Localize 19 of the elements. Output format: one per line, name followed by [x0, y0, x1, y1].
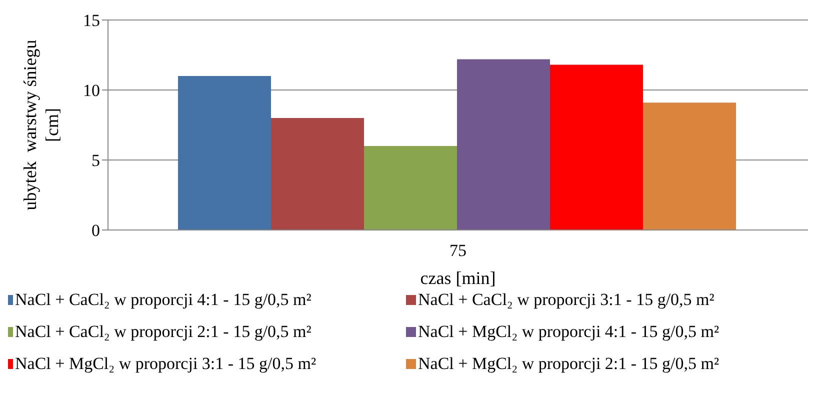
y-tick-label: 5 [92, 151, 100, 170]
bar [643, 102, 736, 230]
legend-label: NaCl + CaCl₂ w proporcji 2:1 - 15 g/0,5 m² [15, 322, 312, 342]
legend-label: NaCl + MgCl₂ w proporcji 2:1 - 15 g/0,5 m² [418, 354, 720, 374]
legend-label: NaCl + CaCl₂ w proporcji 3:1 - 15 g/0,5 m² [418, 290, 714, 310]
y-tick-label: 10 [83, 81, 100, 100]
bar [550, 64, 643, 230]
x-axis-title: czas [min] [420, 268, 496, 288]
bar [457, 59, 550, 230]
legend-label: NaCl + MgCl₂ w proporcji 3:1 - 15 g/0,5 m² [15, 354, 316, 374]
bar [271, 118, 364, 230]
bar [364, 146, 457, 230]
bar [178, 76, 271, 230]
y-tick-label: 0 [92, 221, 100, 240]
legend-label: NaCl + CaCl₂ w proporcji 4:1 - 15 g/0,5 m² [15, 290, 312, 310]
y-axis-title: ubytek warstwy śniegu [cm] [20, 40, 62, 210]
legend-label: NaCl + MgCl₂ w proporcji 4:1 - 15 g/0,5 m² [418, 322, 720, 342]
x-tick-label: 75 [450, 241, 466, 260]
y-tick-label: 15 [83, 11, 100, 30]
